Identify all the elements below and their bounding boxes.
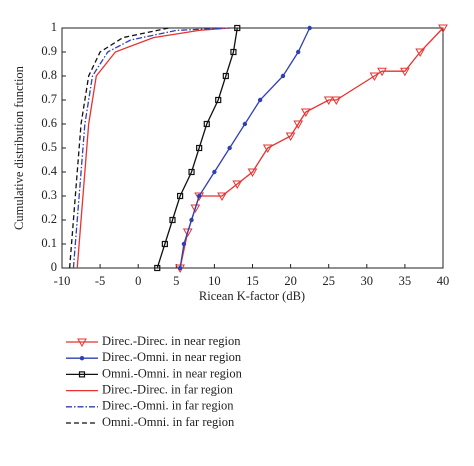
x-tick-label: 5 [173,274,179,288]
legend-label: Direc.-Omni. in far region [102,399,234,413]
x-tick-label: -10 [54,274,71,288]
marker [177,192,184,200]
y-tick-label: 0.8 [41,68,57,82]
marker [203,120,210,128]
marker [331,96,342,106]
y-tick-label: 1 [51,20,57,34]
legend-marker [77,338,87,348]
marker [196,144,203,152]
marker [247,168,258,178]
marker [415,48,426,58]
marker [293,120,304,130]
y-tick-label: 0.4 [41,164,57,178]
marker [161,240,168,248]
marker [285,132,296,142]
legend-marker [79,356,85,361]
y-tick-label: 0.2 [41,212,57,226]
y-tick-label: 0.9 [41,44,57,58]
legend-label: Direc.-Omni. in near region [102,350,242,364]
marker [154,264,161,272]
marker [262,144,273,154]
marker [181,241,187,247]
marker [296,49,301,55]
x-tick-label: 10 [208,274,221,288]
marker [234,24,241,32]
y-tick-label: 0.1 [41,236,57,250]
marker [217,192,227,202]
marker [377,67,387,77]
series-line [179,27,444,269]
x-tick-label: 30 [361,274,374,288]
marker [222,72,229,80]
legend-label: Omni.-Omni. in far region [102,415,235,429]
legend-marker [78,371,86,378]
x-tick-label: 15 [246,274,259,288]
marker [227,145,232,151]
marker [323,96,334,106]
y-tick-label: 0.7 [41,92,57,106]
y-tick-label: 0 [51,260,57,274]
x-tick-label: 20 [284,274,297,288]
marker [307,25,312,31]
marker [369,72,380,82]
marker [438,24,448,34]
marker [188,168,195,176]
marker [400,67,410,77]
marker [196,193,202,199]
legend-label: Direc.-Direc. in far region [102,382,234,396]
marker [189,217,194,223]
x-axis-label: Ricean K-factor (dB) [199,289,305,303]
y-tick-label: 0.3 [41,188,57,202]
legend-label: Omni.-Omni. in near region [102,366,243,380]
marker [169,216,176,224]
marker [177,265,183,271]
x-tick-label: 0 [135,274,141,288]
marker [280,73,286,79]
y-tick-label: 0.6 [41,116,57,130]
x-tick-label: 40 [437,274,450,288]
x-tick-label: -5 [95,274,105,288]
plot-frame [61,27,444,269]
marker [257,97,263,103]
x-tick-label: 35 [399,274,412,288]
series-line [156,27,238,269]
y-tick-label: 0.5 [41,140,57,154]
marker [300,108,311,118]
marker [190,204,201,214]
x-tick-label: 25 [322,274,335,288]
series-line [68,27,169,269]
y-axis-label: Cumulative distribution function [12,65,26,230]
series-line [72,27,230,269]
marker [230,48,237,56]
marker [232,180,243,190]
marker [212,169,217,175]
series-line [76,27,230,269]
legend-label: Direc.-Direc. in near region [102,334,241,348]
marker [182,228,193,238]
marker [242,121,248,127]
marker [215,96,222,104]
